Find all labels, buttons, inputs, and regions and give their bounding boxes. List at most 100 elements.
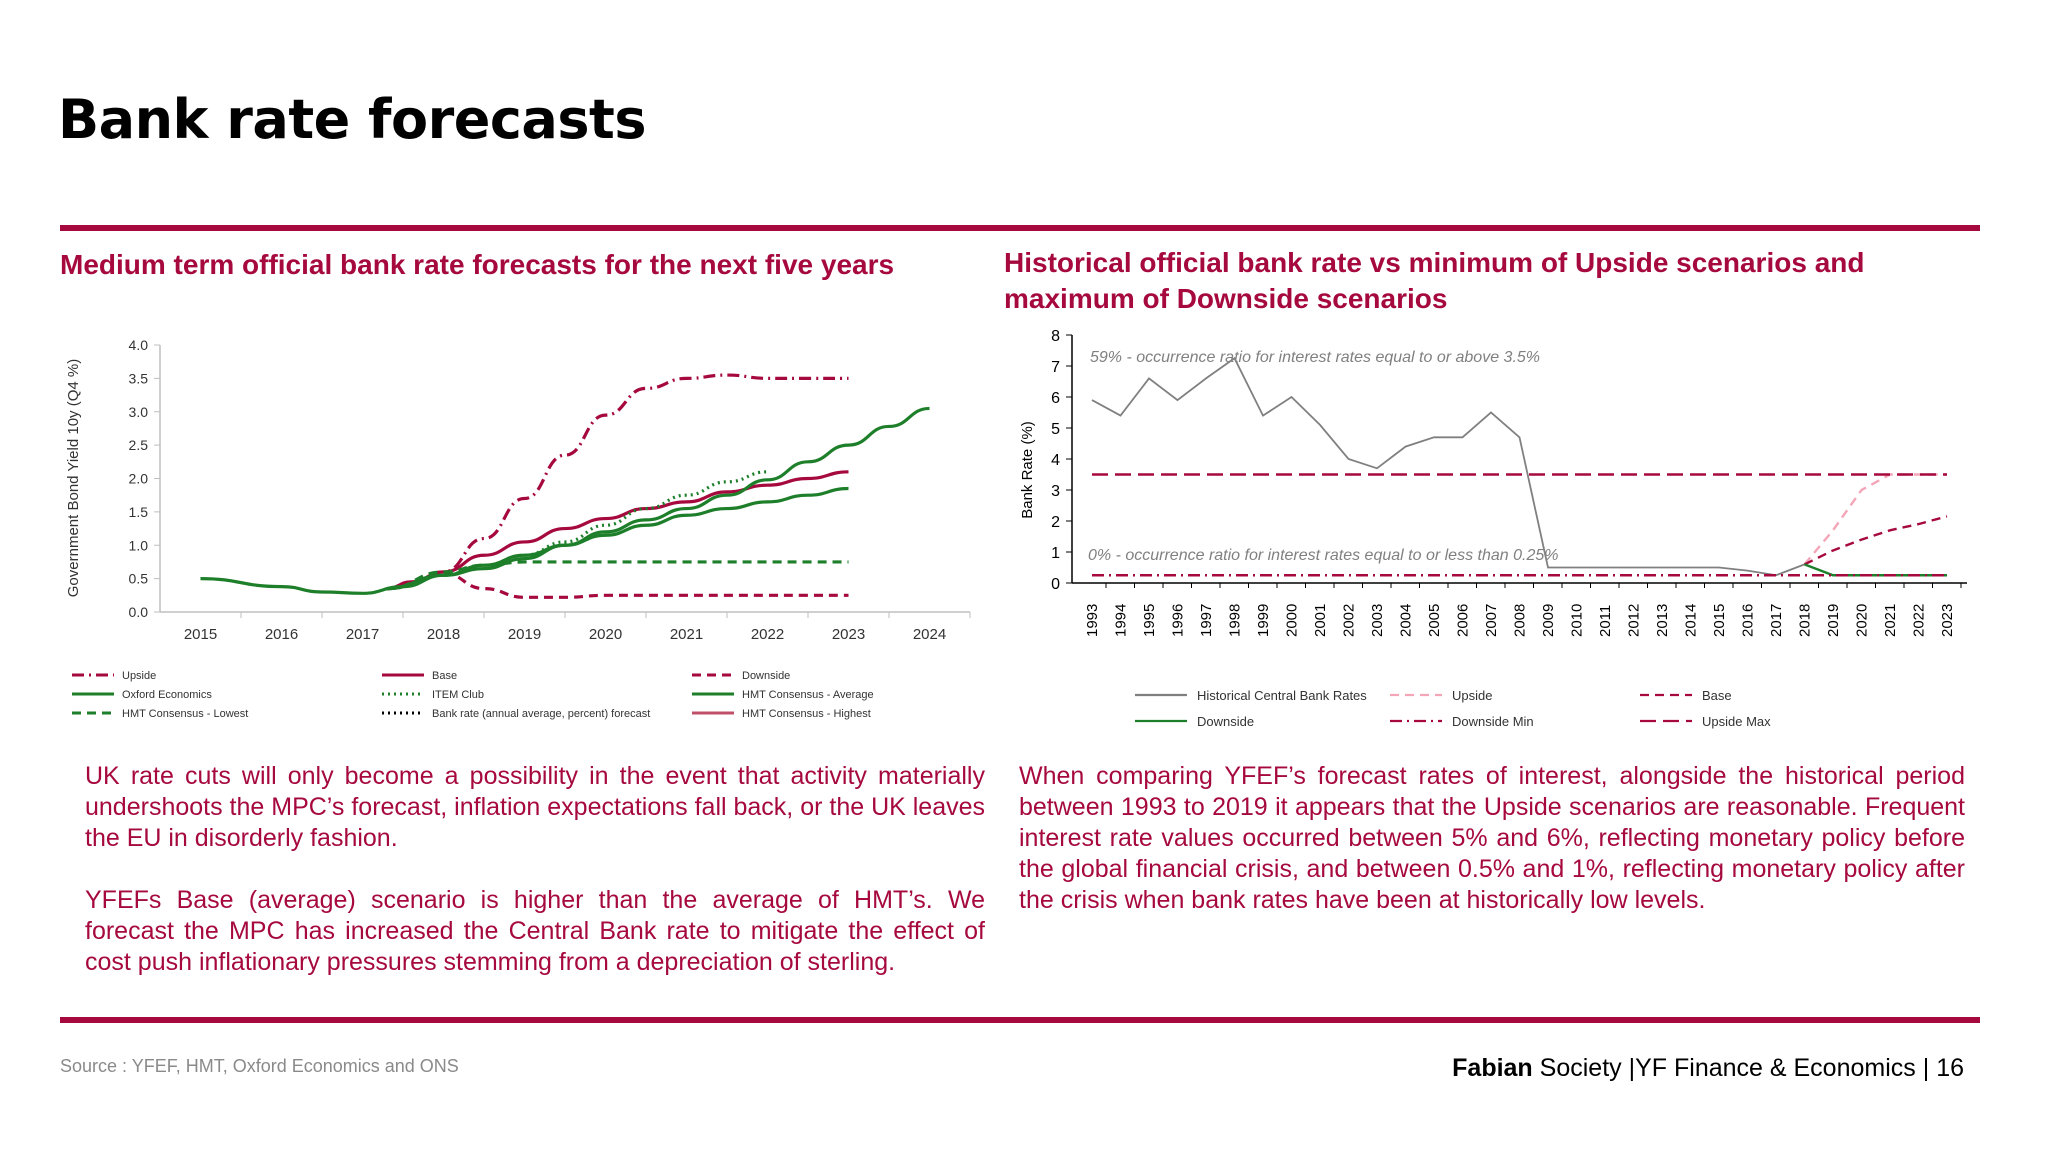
- y-tick-label: 1.0: [129, 537, 149, 553]
- x-tick-label: 2021: [1882, 604, 1899, 637]
- x-tick-label: 2011: [1597, 605, 1614, 637]
- y-tick-label: 6: [1051, 390, 1060, 407]
- x-tick-label: 2016: [1740, 604, 1757, 637]
- bottom-divider: [60, 1017, 1980, 1023]
- y-tick-label: 1.5: [129, 504, 149, 520]
- x-tick-label: 2012: [1626, 604, 1643, 637]
- x-tick-label: 2005: [1426, 604, 1443, 637]
- x-tick-label: 2015: [184, 626, 217, 643]
- y-tick-label: 3: [1051, 483, 1060, 500]
- legend-label-upside: Upside: [1452, 688, 1492, 703]
- x-tick-label: 1998: [1227, 604, 1244, 637]
- legend-label-bank-rate-annual-average-percent-forecast: Bank rate (annual average, percent) fore…: [432, 708, 650, 720]
- x-tick-label: 2022: [1911, 604, 1928, 637]
- x-tick-label: 2021: [670, 626, 703, 643]
- footer: Fabian Society |YF Finance & Economics |…: [1452, 1054, 1964, 1082]
- footer-org-bold: Fabian: [1452, 1054, 1533, 1082]
- x-tick-label: 1999: [1255, 604, 1272, 637]
- x-tick-label: 1994: [1113, 604, 1130, 637]
- series-base: [1803, 515, 1948, 566]
- y-tick-label: 2.5: [129, 437, 149, 453]
- x-tick-label: 2023: [832, 626, 865, 643]
- series-historical-central-bank-rates: [1091, 356, 1805, 577]
- x-tick-label: 2020: [589, 626, 622, 643]
- y-tick-label: 8: [1051, 328, 1060, 345]
- footer-section: |YF Finance & Economics: [1628, 1054, 1916, 1082]
- x-tick-label: 1997: [1198, 604, 1215, 637]
- x-tick-label: 1996: [1170, 604, 1187, 637]
- x-tick-label: 2023: [1939, 604, 1956, 637]
- series-downside: [1804, 563, 1947, 577]
- x-tick-label: 2004: [1398, 604, 1415, 637]
- x-tick-label: 2018: [427, 626, 460, 643]
- legend-label-historical-central-bank-rates: Historical Central Bank Rates: [1197, 688, 1367, 703]
- left-paragraph-1: UK rate cuts will only become a possibil…: [85, 762, 986, 852]
- x-tick-label: 2008: [1512, 604, 1529, 637]
- source-note: Source : YFEF, HMT, Oxford Economics and…: [60, 1056, 459, 1076]
- annotation-lower: 0% - occurrence ratio for interest rates…: [1088, 547, 1558, 564]
- x-tick-label: 2014: [1683, 604, 1700, 637]
- y-tick-label: 4: [1051, 452, 1060, 469]
- x-tick-label: 2022: [751, 626, 784, 643]
- y-tick-label: 3.0: [129, 404, 149, 420]
- footer-page-number: 16: [1936, 1054, 1964, 1082]
- right-historical-chart: 0 1 2 3 4 5 6 7 8 1993 1994 1995 1996 1997 1998 1999 200…: [1019, 328, 1967, 729]
- x-tick-label: 2001: [1312, 604, 1329, 637]
- y-tick-label: 5: [1051, 421, 1060, 438]
- x-tick-label: 2010: [1569, 604, 1586, 637]
- y-tick-label: 0: [1051, 576, 1060, 593]
- series-oxford-economics: [200, 406, 930, 595]
- y-tick-label: 0.0: [129, 604, 149, 620]
- x-tick-label: 2003: [1369, 604, 1386, 637]
- y-tick-label: 2.0: [129, 471, 149, 487]
- legend-label-hmt-consensus-lowest: HMT Consensus - Lowest: [122, 708, 248, 720]
- y-axis-label: Bank Rate (%): [1019, 421, 1036, 519]
- series-base: [386, 470, 849, 591]
- legend-label-oxford-economics: Oxford Economics: [122, 689, 212, 701]
- top-divider: [60, 225, 1980, 231]
- x-tick-label: 2020: [1854, 604, 1871, 637]
- legend-label-downside: Downside: [742, 670, 790, 682]
- x-tick-label: 2006: [1455, 604, 1472, 637]
- series-upside: [1803, 473, 1947, 566]
- legend-label-upside-max: Upside Max: [1702, 714, 1771, 729]
- legend-label-hmt-consensus-average: HMT Consensus - Average: [742, 689, 874, 701]
- legend-label-downside: Downside: [1197, 714, 1254, 729]
- x-tick-label: 2018: [1797, 604, 1814, 637]
- y-tick-label: 1: [1051, 545, 1060, 562]
- right-paragraph: When comparing YFEF’s forecast rates of …: [1019, 762, 1965, 914]
- y-tick-label: 4.0: [129, 337, 149, 353]
- legend-label-base: Base: [432, 670, 457, 682]
- legend-label-upside: Upside: [122, 670, 156, 682]
- x-tick-label: 2017: [1768, 604, 1785, 637]
- x-tick-label: 2024: [913, 626, 946, 643]
- left-chart-heading: Medium term official bank rate forecasts…: [60, 249, 895, 280]
- series-hmt-consensus-lowest: [386, 560, 849, 591]
- left-paragraph-2: YFEFs Base (average) scenario is higher …: [85, 886, 985, 976]
- x-tick-label: 2002: [1341, 604, 1358, 637]
- x-tick-label: 2015: [1711, 604, 1728, 637]
- y-tick-label: 7: [1051, 359, 1060, 376]
- legend-label-item-club: ITEM Club: [432, 689, 484, 701]
- left-forecast-chart: 0.0 0.5 1.0 1.5 2.0 2.5 3.0 3.5 4.0 2015 2016 2017 2…: [65, 337, 971, 720]
- x-tick-label: 2016: [265, 626, 298, 643]
- x-tick-label: 2009: [1540, 604, 1557, 637]
- right-chart-heading: Historical official bank rate vs minimum…: [1004, 247, 1865, 314]
- x-tick-label: 2007: [1483, 604, 1500, 637]
- y-tick-label: 3.5: [129, 370, 149, 386]
- series-hmt-consensus-average: [386, 486, 849, 591]
- x-tick-label: 1993: [1084, 604, 1101, 637]
- legend-label-base: Base: [1702, 688, 1732, 703]
- x-tick-label: 2017: [346, 626, 379, 643]
- y-tick-label: 2: [1051, 514, 1060, 531]
- legend-label-hmt-consensus-highest: HMT Consensus - Highest: [742, 708, 871, 720]
- x-tick-label: 1995: [1141, 604, 1158, 637]
- x-tick-label: 2013: [1654, 604, 1671, 637]
- x-tick-label: 2019: [1825, 604, 1842, 637]
- y-axis-label: Government Bond Yield 10y (Q4 %): [65, 359, 82, 597]
- page-title: Bank rate forecasts: [58, 88, 646, 151]
- series-downside: [386, 571, 849, 599]
- y-tick-label: 0.5: [129, 571, 149, 587]
- legend-label-downside-min: Downside Min: [1452, 714, 1534, 729]
- x-tick-label: 2019: [508, 626, 541, 643]
